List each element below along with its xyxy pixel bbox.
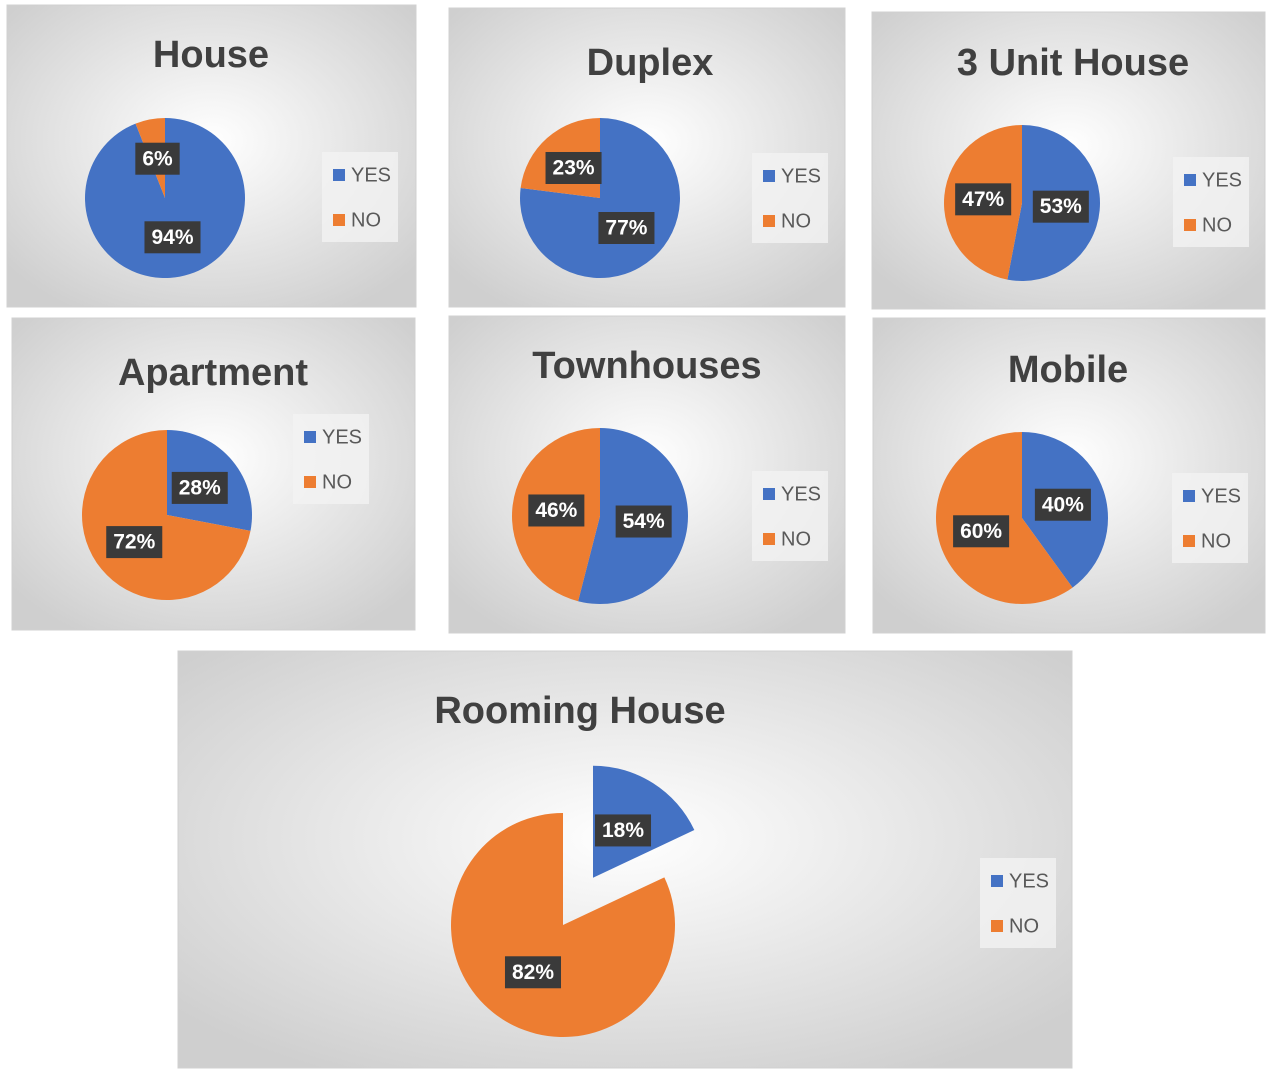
chart: Duplex 77% 23% YES NO [448,7,846,308]
pie-slice [85,118,246,278]
chart: Townhouses 54% 46% YES NO [448,315,846,634]
legend-swatch [1184,219,1196,231]
data-label-box [504,956,562,989]
legend-label: YES [1202,169,1242,191]
data-label-box [528,494,585,527]
data-label: 94% [151,226,193,249]
legend-label: NO [351,209,381,231]
chart: Rooming House 18% 82% YES NO [177,650,1073,1069]
legend-label: YES [351,164,391,186]
data-label-box [1032,190,1089,223]
legend-swatch [304,431,316,443]
data-label: 72% [113,531,155,554]
legend-swatch [763,170,775,182]
legend-label: NO [781,528,811,550]
chart: 3 Unit House 53% 47% YES NO [871,11,1266,310]
chart-title: Duplex [587,42,714,84]
data-label: 47% [962,188,1004,211]
legend [752,471,828,561]
legend-swatch [991,920,1003,932]
legend [293,414,369,504]
data-label: 60% [960,520,1002,543]
data-label: 23% [553,157,595,180]
legend-label: YES [1201,485,1241,507]
legend-label: NO [1201,530,1231,552]
data-label-box [955,183,1012,216]
data-label-box [615,505,672,538]
data-label: 46% [535,499,577,522]
legend-swatch [763,215,775,227]
legend-swatch [333,169,345,181]
chart: Mobile 40% 60% YES NO [872,317,1266,634]
data-label-box [1034,488,1091,521]
legend-label: NO [322,471,352,493]
legend-swatch [763,533,775,545]
legend [1173,157,1249,247]
legend-swatch [304,476,316,488]
chart-title: House [153,34,269,76]
data-label: 40% [1042,493,1084,516]
chart-title: Townhouses [532,345,761,387]
legend-label: NO [1009,915,1039,937]
legend-swatch [1183,490,1195,502]
data-label-box [106,526,163,559]
chart-title: Rooming House [434,690,725,732]
data-label: 53% [1040,195,1082,218]
data-label: 77% [605,217,647,240]
legend-swatch [991,875,1003,887]
legend-swatch [333,214,345,226]
legend-label: YES [781,165,821,187]
data-label-box [171,471,228,504]
chart-title: Apartment [118,352,308,394]
legend-label: YES [322,426,362,448]
chart: Apartment 28% 72% YES NO [11,317,416,631]
chart-title: Mobile [1008,349,1128,391]
legend [980,858,1056,948]
data-label-box [545,151,602,184]
data-label-box [953,515,1010,548]
data-label: 18% [602,819,644,842]
legend [1172,473,1248,563]
legend-swatch [1183,535,1195,547]
legend-label: NO [1202,214,1232,236]
legend-label: YES [781,483,821,505]
data-label-box [135,142,180,175]
data-label-box [594,814,652,847]
data-label-box [598,212,655,245]
legend [752,153,828,243]
chart: House 94% 6% YES NO [6,4,417,308]
data-label-box [144,221,201,254]
data-label: 82% [512,961,554,984]
legend-label: NO [781,210,811,232]
chart-title: 3 Unit House [957,42,1189,84]
data-label: 54% [623,510,665,533]
legend [322,152,398,242]
legend-label: YES [1009,870,1049,892]
data-label: 6% [142,147,173,170]
legend-swatch [763,488,775,500]
legend-swatch [1184,174,1196,186]
data-label: 28% [179,476,221,499]
